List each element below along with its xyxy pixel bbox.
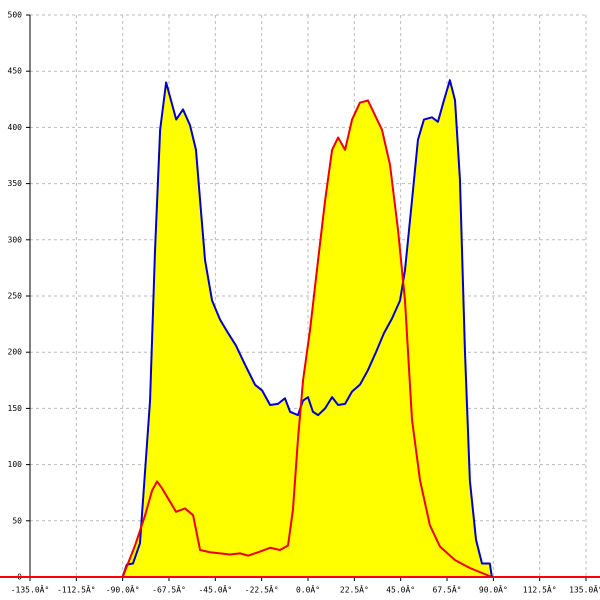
x-tick-label: -45.0Â° <box>198 584 232 595</box>
x-tick-label: -22.5Â° <box>245 584 279 595</box>
x-tick-label: 135.0Â° <box>569 584 600 595</box>
y-tick-label: 50 <box>12 516 22 525</box>
y-tick-label: 500 <box>8 11 23 20</box>
y-tick-label: 350 <box>8 179 23 188</box>
y-tick-label: 150 <box>8 404 23 413</box>
y-tick-label: 300 <box>8 235 23 244</box>
area-fill <box>122 100 492 577</box>
x-tick-label: 22.5Â° <box>340 584 369 595</box>
x-tick-label: 67.5Â° <box>433 584 462 595</box>
x-tick-label: 112.5Â° <box>523 584 557 595</box>
x-tick-label: 45.0Â° <box>386 584 415 595</box>
x-tick-label: 90.0Â° <box>479 584 508 595</box>
x-tick-label: -90.0Â° <box>106 584 140 595</box>
x-tick-label: -112.5Â° <box>57 584 96 595</box>
y-tick-label: 100 <box>8 460 23 469</box>
x-tick-label: -67.5Â° <box>152 584 186 595</box>
x-tick-label: 0.0Â° <box>296 584 320 595</box>
line <box>121 99 493 578</box>
y-tick-label: 400 <box>8 123 23 132</box>
y-tick-label: 250 <box>8 292 23 301</box>
y-tick-label: 450 <box>8 67 23 76</box>
line <box>121 79 493 578</box>
x-tick-label: -135.0Â° <box>11 584 50 595</box>
y-tick-label: 200 <box>8 348 23 357</box>
